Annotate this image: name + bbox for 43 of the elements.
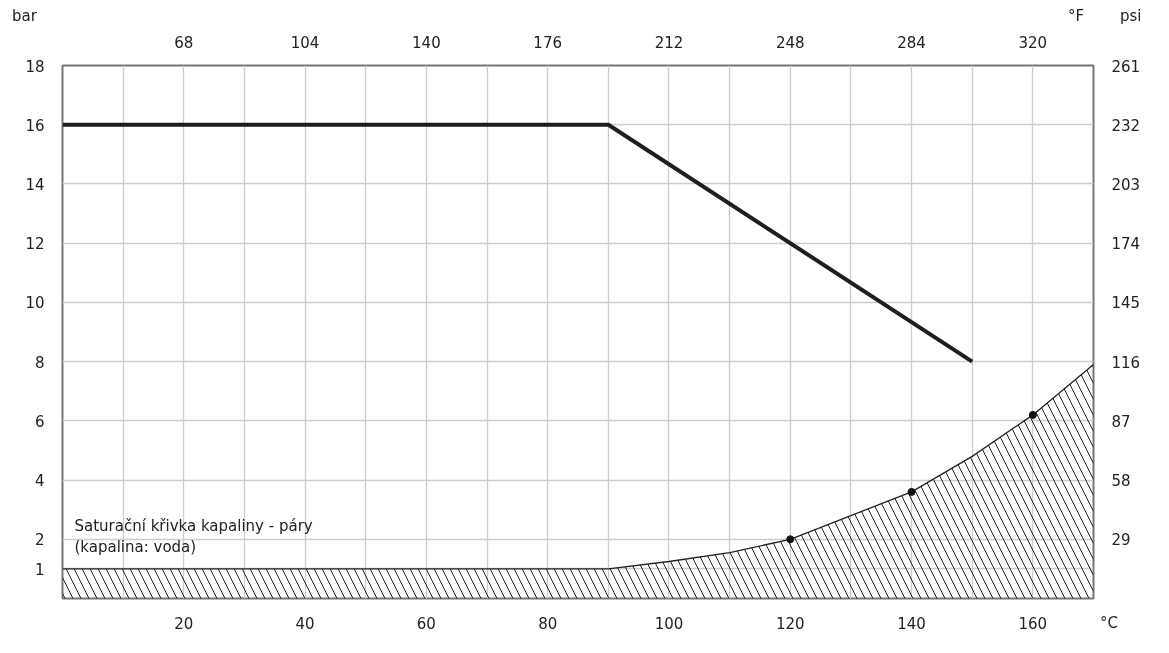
- x2-tick-label: 68: [174, 33, 194, 52]
- x-tick-label: 40: [295, 614, 315, 633]
- y-tick-label: 8: [34, 353, 45, 372]
- x-axis-title: °C: [1100, 613, 1118, 634]
- y2-tick-label: 29: [1111, 531, 1131, 550]
- y2-tick-label: 232: [1111, 116, 1141, 135]
- annotation: Saturační křivka kapaliny - páry (kapalina: voda): [74, 516, 313, 557]
- y2-tick-label: 261: [1111, 57, 1141, 76]
- x-tick-label: 100: [654, 614, 684, 633]
- y-tick-label: 1: [34, 560, 45, 579]
- y-tick-label: 10: [25, 294, 45, 313]
- y-tick-label: 6: [34, 412, 45, 431]
- x2-tick-label: 284: [897, 33, 926, 52]
- x2-tick-label: 176: [533, 33, 562, 52]
- y-tick-label: 16: [25, 116, 45, 135]
- point: [786, 535, 795, 544]
- x2-axis-title: °F: [1068, 6, 1085, 27]
- y-tick-label: 2: [34, 531, 45, 550]
- point: [1028, 410, 1037, 419]
- y2-tick-label: 174: [1111, 235, 1141, 254]
- x-tick-label: 140: [897, 614, 926, 633]
- y-axis-title: bar: [12, 6, 37, 27]
- x-tick-label: 120: [775, 614, 805, 633]
- y2-tick-label: 87: [1111, 412, 1131, 431]
- y-tick-label: 12: [25, 235, 45, 254]
- x-tick-label: 160: [1018, 614, 1048, 633]
- y2-tick-label: 58: [1111, 472, 1131, 491]
- y2-tick-label: 116: [1111, 353, 1141, 372]
- x2-tick-label: 320: [1018, 33, 1048, 52]
- x2-tick-label: 104: [290, 33, 320, 52]
- y-tick-label: 4: [34, 472, 45, 491]
- x-tick-label: 20: [174, 614, 194, 633]
- y2-tick-label: 145: [1111, 294, 1141, 313]
- y2-tick-label: 203: [1111, 175, 1141, 194]
- x2-tick-label: 248: [775, 33, 805, 52]
- y-tick-label: 14: [25, 175, 45, 194]
- x-tick-label: 80: [538, 614, 558, 633]
- y2-axis-title: psi: [1120, 6, 1142, 27]
- y-tick-label: 18: [25, 57, 45, 76]
- point: [907, 487, 916, 496]
- x-tick-label: 60: [416, 614, 436, 633]
- x2-tick-label: 212: [654, 33, 684, 52]
- x2-tick-label: 140: [412, 33, 441, 52]
